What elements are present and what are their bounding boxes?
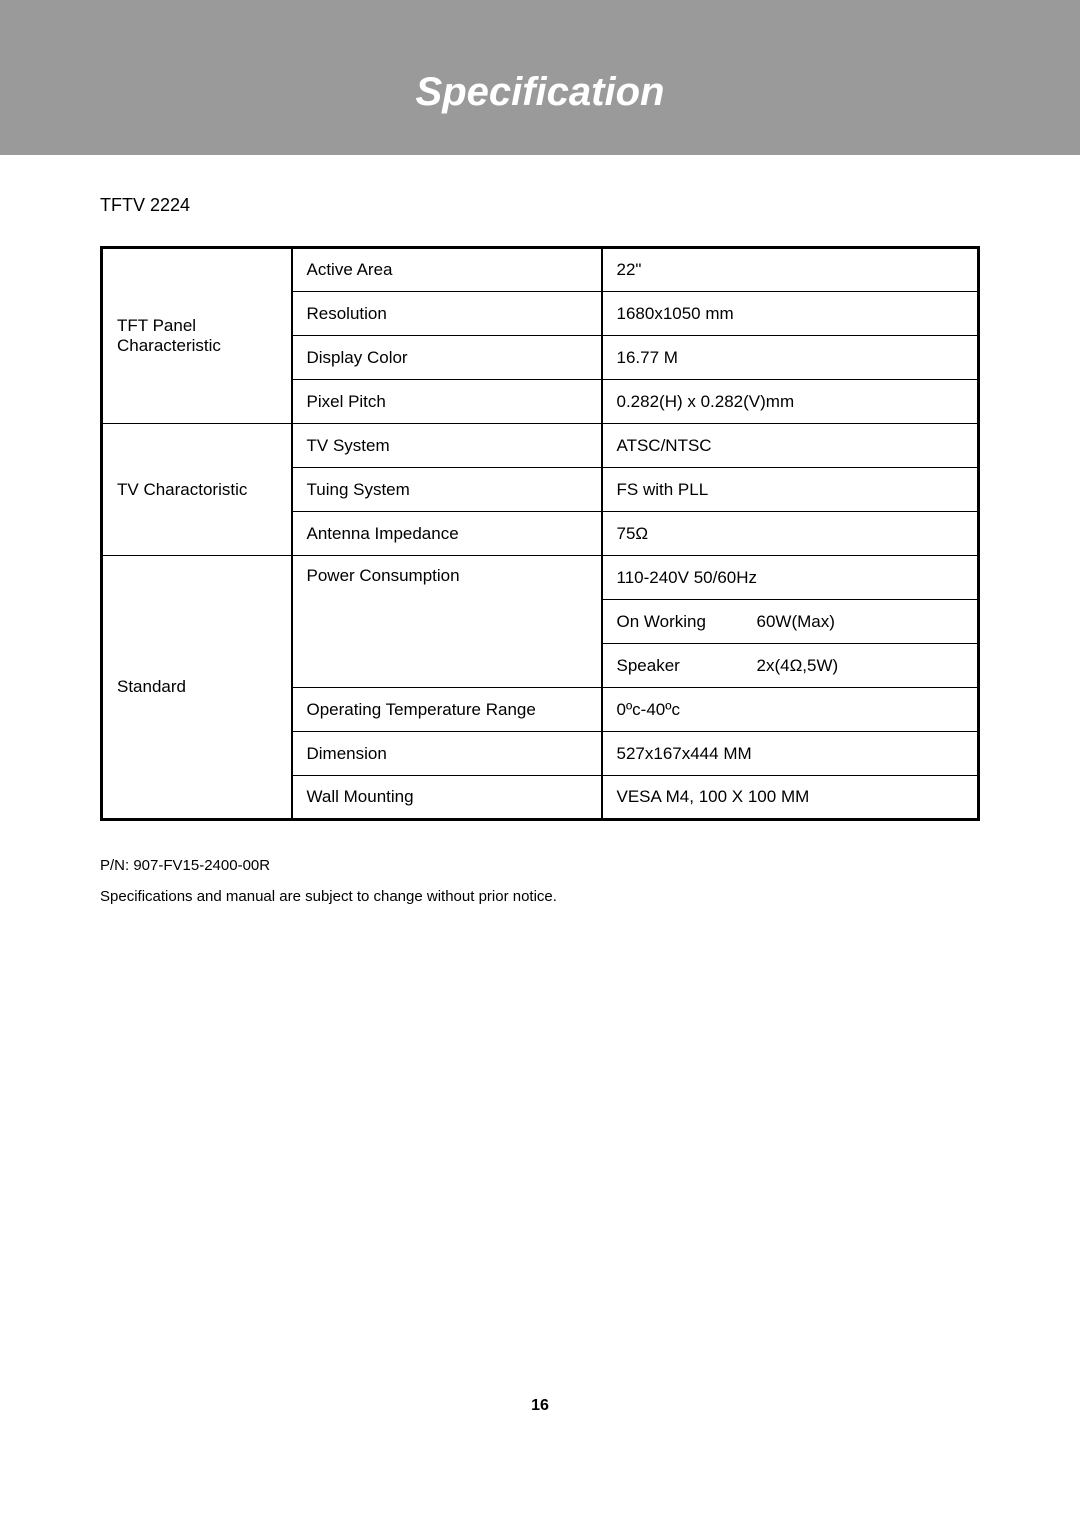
value-cell: ATSC/NTSC [602,424,979,468]
attr-cell: TV System [292,424,602,468]
value-right: 60W(Max) [757,612,964,632]
value-cell: 16.77 M [602,336,979,380]
attr-cell: Display Color [292,336,602,380]
category-cell: TV Charactoristic [102,424,292,556]
page-title: Specification [0,70,1080,115]
value-right: 2x(4Ω,5W) [757,656,964,676]
value-cell: 0.282(H) x 0.282(V)mm [602,380,979,424]
attr-cell: Antenna Impedance [292,512,602,556]
spec-table: TFT Panel Characteristic Active Area 22"… [100,246,980,821]
table-row: TV Charactoristic TV System ATSC/NTSC [102,424,979,468]
part-number: P/N: 907-FV15-2400-00R [100,857,980,874]
attr-cell: Active Area [292,248,602,292]
value-cell: Speaker 2x(4Ω,5W) [602,644,979,688]
value-cell: 1680x1050 mm [602,292,979,336]
attr-cell: Dimension [292,732,602,776]
value-cell: 110-240V 50/60Hz [602,556,979,600]
value-cell: 75Ω [602,512,979,556]
value-cell: VESA M4, 100 X 100 MM [602,776,979,820]
value-left: Speaker [617,656,757,676]
value-cell: On Working 60W(Max) [602,600,979,644]
header-band: Specification [0,0,1080,155]
value-cell: 0ºc-40ºc [602,688,979,732]
value-cell: FS with PLL [602,468,979,512]
category-cell: TFT Panel Characteristic [102,248,292,424]
change-notice: Specifications and manual are subject to… [100,888,980,905]
page-number: 16 [0,1397,1080,1415]
attr-cell: Wall Mounting [292,776,602,820]
model-label: TFTV 2224 [100,195,980,216]
attr-cell: Pixel Pitch [292,380,602,424]
attr-cell: Operating Temperature Range [292,688,602,732]
attr-cell: Power Consumption [292,556,602,688]
value-left: On Working [617,612,757,632]
value-cell: 22" [602,248,979,292]
category-cell: Standard [102,556,292,820]
value-cell: 527x167x444 MM [602,732,979,776]
attr-cell: Tuing System [292,468,602,512]
table-row: Standard Power Consumption 110-240V 50/6… [102,556,979,600]
attr-cell: Resolution [292,292,602,336]
content-area: TFTV 2224 TFT Panel Characteristic Activ… [0,155,1080,905]
table-row: TFT Panel Characteristic Active Area 22" [102,248,979,292]
